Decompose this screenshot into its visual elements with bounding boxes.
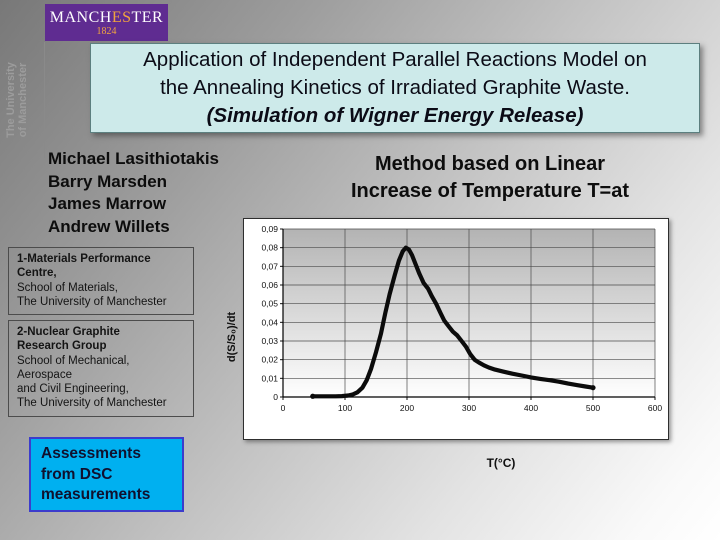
title-line3: (Simulation of Wigner Energy Release): [206, 104, 584, 127]
title-line1: Application of Independent Parallel Reac…: [143, 48, 647, 71]
affiliation-box-nuclear-graphite: 2-Nuclear Graphite Research Group School…: [8, 320, 194, 417]
affiliation1-bold-line: Centre,: [17, 267, 57, 280]
callout-line: Assessments: [41, 445, 141, 462]
logo-text-highlight: ES: [111, 8, 132, 26]
svg-text:0,09: 0,09: [261, 224, 278, 234]
side-brand-text: The University of Manchester: [5, 45, 29, 155]
svg-text:600: 600: [648, 403, 662, 413]
svg-text:0,02: 0,02: [261, 355, 278, 365]
svg-text:0: 0: [281, 403, 286, 413]
callout-line: from DSC: [41, 465, 113, 483]
dsc-rate-chart: 0 0,01 0,02 0,03 0,04 0,05 0,06 0,07 0,08 0,09 0 10…: [243, 218, 669, 440]
logo-text-suffix: TER: [131, 8, 164, 26]
svg-text:100: 100: [338, 403, 352, 413]
author-name: Michael Lasithiotakis: [48, 149, 219, 168]
svg-text:500: 500: [586, 403, 600, 413]
affiliation1-bold-line: 1-Materials Performance: [17, 253, 151, 265]
chart-x-axis-label: T(°C): [486, 456, 516, 470]
affiliation1-line: School of Materials,: [17, 281, 118, 294]
chart-canvas: 0 0,01 0,02 0,03 0,04 0,05 0,06 0,07 0,08 0,09 0 10…: [261, 224, 662, 413]
svg-text:0,05: 0,05: [261, 299, 278, 309]
dsc-callout-box: Assessments from DSC measurements: [29, 437, 184, 512]
method-note-line1: Method based on Linear: [374, 153, 606, 175]
affiliation2-bold-line: 2-Nuclear Graphite: [17, 326, 120, 338]
affiliation2-line: and Civil Engineering,: [17, 383, 129, 396]
authors-list: Michael Lasithiotakis Barry Marsden Jame…: [48, 148, 219, 238]
svg-text:0,07: 0,07: [261, 261, 278, 271]
svg-text:0,06: 0,06: [261, 280, 278, 290]
svg-text:400: 400: [524, 403, 538, 413]
logo-year: 1824: [96, 25, 117, 37]
slide-title-box: Application of Independent Parallel Reac…: [90, 43, 700, 133]
svg-text:200: 200: [400, 403, 414, 413]
side-brand-line1: The University: [5, 62, 17, 138]
svg-text:0,08: 0,08: [261, 243, 278, 253]
affiliation2-line: Aerospace: [17, 368, 72, 381]
logo-text-prefix: MANCH: [49, 8, 112, 26]
chart-y-axis-label: d(S/S₀)/dt: [226, 311, 238, 363]
svg-text:300: 300: [462, 403, 476, 413]
affiliation-box-materials: 1-Materials Performance Centre, School o…: [8, 247, 194, 316]
method-note-line2: Increase of Temperature T=at: [350, 180, 630, 202]
title-line2: the Annealing Kinetics of Irradiated Gra…: [160, 76, 630, 99]
author-name: James Marrow: [48, 194, 167, 213]
university-logo: MANCHESTER 1824: [45, 4, 168, 41]
callout-line: measurements: [41, 486, 151, 503]
affiliation1-line: The University of Manchester: [17, 295, 167, 308]
affiliation2-line: The University of Manchester: [17, 397, 167, 410]
side-brand-line2: of Manchester: [17, 62, 29, 138]
side-divider-line: [44, 42, 45, 158]
svg-text:0,04: 0,04: [261, 317, 278, 327]
affiliation2-line: School of Mechanical,: [17, 354, 130, 367]
svg-text:0: 0: [273, 392, 278, 402]
affiliation2-bold-line: Research Group: [17, 340, 107, 353]
author-name: Barry Marsden: [48, 171, 168, 191]
svg-text:0,03: 0,03: [261, 336, 278, 346]
author-name: Andrew Willets: [48, 216, 170, 236]
svg-text:0,01: 0,01: [261, 373, 278, 383]
method-note: Method based on Linear Increase of Tempe…: [300, 151, 680, 205]
logo-wordmark: MANCHESTER: [50, 9, 163, 26]
